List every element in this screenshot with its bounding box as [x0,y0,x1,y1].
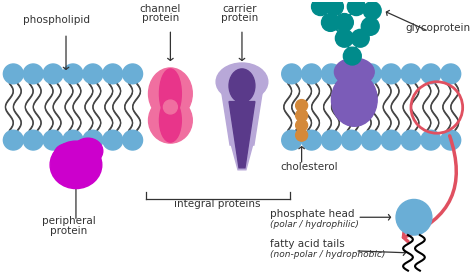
Ellipse shape [148,98,192,143]
Circle shape [381,64,401,84]
Circle shape [296,129,308,141]
Circle shape [351,29,369,47]
Circle shape [63,64,83,84]
Circle shape [23,130,43,150]
Circle shape [311,0,329,15]
Circle shape [296,110,308,121]
Circle shape [321,14,339,31]
Circle shape [296,100,308,112]
Circle shape [336,14,353,31]
Circle shape [421,130,441,150]
Circle shape [3,130,23,150]
Text: glycoprotein: glycoprotein [405,23,471,33]
Circle shape [321,130,341,150]
Text: fatty acid tails: fatty acid tails [270,239,345,249]
Circle shape [282,64,301,84]
Circle shape [63,130,83,150]
Ellipse shape [73,138,103,164]
Polygon shape [230,140,254,170]
Circle shape [83,130,103,150]
Ellipse shape [229,69,255,103]
Ellipse shape [148,68,192,119]
Circle shape [441,64,461,84]
Circle shape [83,64,103,84]
Circle shape [363,2,381,20]
Circle shape [301,64,321,84]
Circle shape [43,130,63,150]
Ellipse shape [164,100,177,114]
Text: (polar / hydrophilic): (polar / hydrophilic) [270,220,359,229]
Circle shape [401,64,421,84]
Text: phosphate head: phosphate head [270,209,354,219]
Text: peripheral: peripheral [42,216,96,226]
Circle shape [343,47,361,65]
Ellipse shape [54,144,78,166]
Circle shape [341,130,361,150]
Circle shape [441,130,461,150]
Text: protein: protein [221,14,259,23]
Circle shape [321,64,341,84]
Text: cholesterol: cholesterol [281,162,338,172]
Text: protein: protein [142,14,179,23]
Text: carrier: carrier [223,4,257,14]
Text: protein: protein [50,226,88,236]
Circle shape [123,64,143,84]
Circle shape [326,0,343,15]
Circle shape [401,130,421,150]
Circle shape [3,64,23,84]
Circle shape [103,130,123,150]
Circle shape [123,130,143,150]
Circle shape [381,130,401,150]
Text: (non-polar / hydrophobic): (non-polar / hydrophobic) [270,250,385,259]
Circle shape [347,0,365,15]
Ellipse shape [216,63,268,100]
Text: integral proteins: integral proteins [174,199,260,209]
Circle shape [296,119,308,131]
Circle shape [421,64,441,84]
Ellipse shape [159,99,182,142]
Circle shape [361,64,381,84]
Circle shape [23,64,43,84]
Circle shape [282,130,301,150]
Circle shape [43,64,63,84]
Circle shape [301,130,321,150]
Ellipse shape [335,58,374,86]
Ellipse shape [159,69,182,118]
Circle shape [396,200,432,235]
Ellipse shape [50,141,102,189]
Circle shape [336,29,353,47]
Ellipse shape [331,73,377,126]
Text: phospholipid: phospholipid [23,15,90,25]
Polygon shape [220,82,264,145]
Circle shape [103,64,123,84]
Text: channel: channel [140,4,181,14]
Circle shape [341,64,361,84]
Circle shape [361,130,381,150]
Circle shape [361,17,379,35]
Polygon shape [229,102,255,168]
